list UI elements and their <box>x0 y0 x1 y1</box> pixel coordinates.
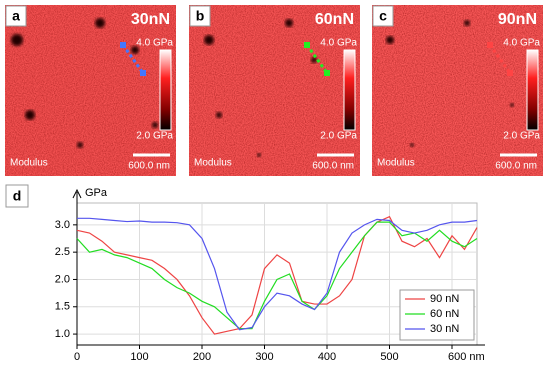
x-tick-label: 0 <box>74 351 80 363</box>
panel-label-box <box>372 5 394 27</box>
scan-end <box>140 70 146 76</box>
force-label: 30nN <box>131 11 170 28</box>
afm-texture <box>189 5 360 176</box>
dark-spot <box>510 103 514 107</box>
panel-label: d <box>13 188 22 204</box>
x-tick-label: 300 <box>255 351 273 363</box>
dark-spot <box>410 143 414 147</box>
panel-label: b <box>196 8 205 24</box>
afm-texture <box>372 5 543 176</box>
series-line <box>77 217 478 331</box>
legend-box <box>399 289 475 341</box>
color-bar-max: 4.0 GPa <box>136 38 173 49</box>
y-tick-label: 3.0 <box>55 219 70 231</box>
scale-bar-label: 600.0 nm <box>312 161 354 172</box>
color-bar <box>159 49 172 131</box>
dark-spot <box>152 122 158 128</box>
x-tick-label: 100 <box>130 351 148 363</box>
scan-end <box>507 70 513 76</box>
scan-start <box>304 42 310 48</box>
panel-label-box <box>5 184 29 208</box>
color-bar-max: 4.0 GPa <box>320 38 357 49</box>
y-axis-arrow <box>72 188 82 199</box>
color-bar <box>343 49 356 131</box>
panel-label-box <box>5 5 27 27</box>
x-tick-label: 200 <box>193 351 211 363</box>
x-tick-label: 600 nm <box>448 351 485 363</box>
y-tick-label: 1.5 <box>55 301 70 313</box>
panel-label: a <box>12 8 20 24</box>
dark-spot <box>11 34 23 46</box>
series-line <box>76 215 478 335</box>
afm-texture <box>5 5 176 176</box>
color-bar-min: 2.0 GPa <box>320 131 357 142</box>
color-bar <box>526 49 539 131</box>
scan-end <box>324 70 330 76</box>
dark-spot <box>464 20 470 26</box>
y-tick-label: 2.0 <box>55 273 70 285</box>
panel-label: c <box>379 8 387 24</box>
dark-spot <box>386 36 394 44</box>
legend-label: 30 nN <box>430 323 459 335</box>
dark-spot <box>95 18 105 28</box>
series-line <box>76 221 478 330</box>
color-bar-max: 4.0 GPa <box>503 38 540 49</box>
dark-spot <box>204 35 214 45</box>
scale-bar-label: 600.0 nm <box>128 161 170 172</box>
dark-spot <box>216 112 222 118</box>
panel-label-box <box>189 5 211 27</box>
channel-label: Modulus <box>10 158 48 169</box>
dark-spot <box>77 142 83 148</box>
x-tick-label: 400 <box>318 351 336 363</box>
force-label: 90nN <box>498 11 537 28</box>
force-label: 60nN <box>315 11 354 28</box>
dark-spot <box>285 19 293 27</box>
y-tick-label: 2.5 <box>55 246 70 258</box>
scan-start <box>487 42 493 48</box>
dark-spot <box>311 57 317 63</box>
dark-spot <box>257 153 261 157</box>
y-tick-label: 1.0 <box>55 328 70 340</box>
legend-label: 90 nN <box>430 293 459 305</box>
x-tick-label: 500 <box>380 351 398 363</box>
dark-spot <box>131 46 139 54</box>
scan-start <box>120 42 126 48</box>
dark-spot <box>25 110 35 120</box>
color-bar-min: 2.0 GPa <box>503 131 540 142</box>
channel-label: Modulus <box>377 158 415 169</box>
y-axis-label: GPa <box>85 187 108 199</box>
color-bar-min: 2.0 GPa <box>136 131 173 142</box>
channel-label: Modulus <box>194 158 232 169</box>
scale-bar-label: 600.0 nm <box>495 161 537 172</box>
legend-label: 60 nN <box>430 308 459 320</box>
